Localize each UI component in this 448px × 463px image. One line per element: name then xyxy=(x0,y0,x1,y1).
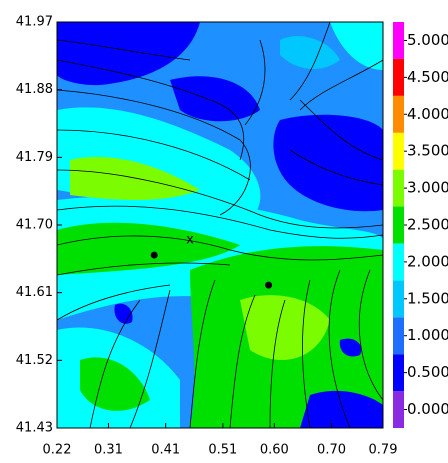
y-tick-label: 41.52 xyxy=(16,353,53,368)
colorbar-tick-label: 4.000 xyxy=(407,105,448,123)
colorbar-bin xyxy=(393,243,404,281)
colorbar-bin xyxy=(393,391,404,428)
colorbar-tick-label: 2.000 xyxy=(407,252,448,270)
y-tick-label: 41.70 xyxy=(16,218,53,233)
y-tick-label: 41.43 xyxy=(16,421,53,436)
colorbar-bin xyxy=(393,280,404,318)
colorbar-bin xyxy=(393,22,404,59)
colorbar-bin xyxy=(393,317,404,355)
colorbar-tick-label: 5.000 xyxy=(407,31,448,49)
streamlines xyxy=(57,22,383,428)
colorbar-tick-label: 3.500 xyxy=(407,142,448,160)
y-tick-label: 41.79 xyxy=(16,150,53,165)
colorbar-bin xyxy=(393,354,404,392)
colorbar-bin xyxy=(393,206,404,244)
point xyxy=(150,251,158,259)
colorbar-tick-label: 1.500 xyxy=(407,289,448,307)
colorbar-bin xyxy=(393,169,404,207)
x-tick-label: 0.79 xyxy=(369,443,398,458)
colorbar-tick-label: 0.500 xyxy=(407,363,448,381)
colorbar-tick-label: 0.000 xyxy=(407,400,448,418)
x-tick-label: 0.70 xyxy=(317,443,346,458)
x-tick-label: 0.41 xyxy=(151,443,180,458)
x-tick-label: 0.60 xyxy=(260,443,289,458)
y-tick-label: 41.97 xyxy=(16,15,53,30)
x-tick-label: 0.31 xyxy=(94,443,123,458)
colorbar-tick-label: 2.500 xyxy=(407,216,448,234)
colorbar-tick-label: 1.000 xyxy=(407,326,448,344)
colorbar-tick-label: 3.000 xyxy=(407,179,448,197)
colorbar-bin xyxy=(393,95,404,133)
colorbar-bin xyxy=(393,132,404,170)
annotation: x xyxy=(186,233,194,248)
colorbar-bin xyxy=(393,58,404,96)
field xyxy=(57,22,383,428)
x-tick-label: 0.51 xyxy=(208,443,237,458)
x-tick-label: 0.22 xyxy=(43,443,72,458)
colorbar-tick-label: 4.500 xyxy=(407,68,448,86)
y-tick-label: 41.88 xyxy=(16,82,53,97)
point xyxy=(265,281,273,289)
y-tick-label: 41.61 xyxy=(16,285,53,300)
